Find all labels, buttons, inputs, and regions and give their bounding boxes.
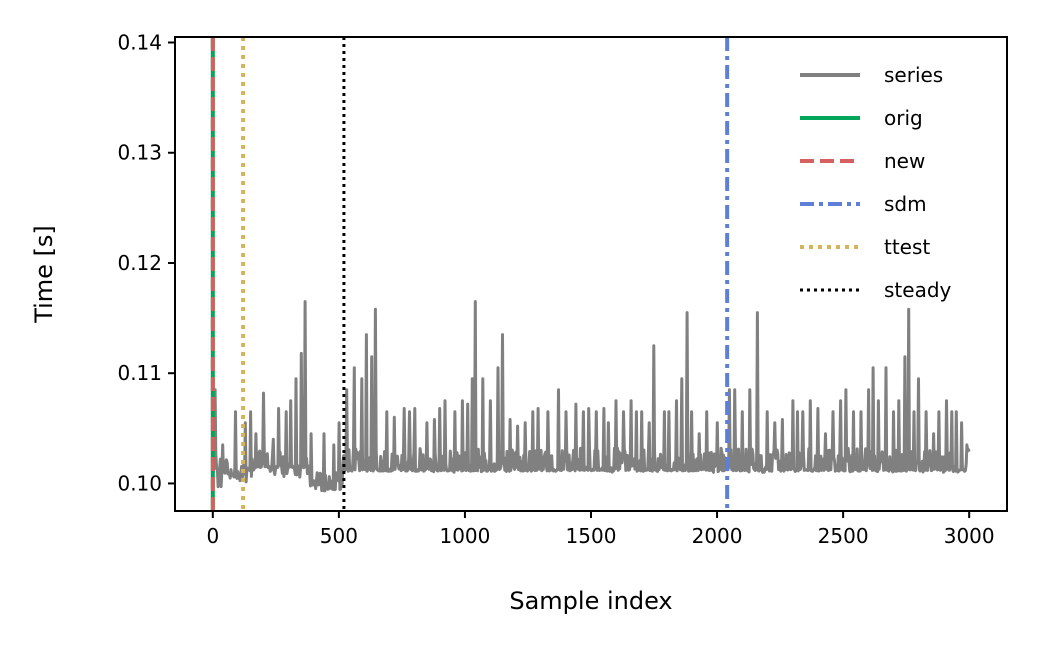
legend: series orig new sdm ttest steady — [800, 63, 952, 302]
legend-label-series: series — [884, 63, 943, 87]
x-tick-label: 2500 — [818, 524, 869, 548]
y-tick-label: 0.10 — [117, 471, 162, 495]
y-tick-label: 0.11 — [117, 361, 162, 385]
y-tick-label: 0.14 — [117, 31, 162, 55]
x-tick-label: 3000 — [944, 524, 995, 548]
series-line — [211, 300, 971, 493]
legend-label-orig: orig — [884, 106, 923, 130]
legend-label-ttest: ttest — [884, 235, 930, 259]
legend-label-new: new — [884, 149, 925, 173]
x-tick-label: 2000 — [692, 524, 743, 548]
x-axis-label: Sample index — [509, 587, 672, 615]
x-axis: 0 500 1000 1500 2000 2500 3000 — [206, 511, 995, 548]
y-tick-label: 0.12 — [117, 251, 162, 275]
y-axis-label: Time [s] — [30, 225, 58, 324]
legend-label-sdm: sdm — [884, 192, 927, 216]
y-axis: 0.10 0.11 0.12 0.13 0.14 — [117, 31, 175, 495]
plot-data — [210, 37, 971, 511]
legend-label-steady: steady — [884, 278, 952, 302]
x-tick-label: 1500 — [566, 524, 617, 548]
y-tick-label: 0.13 — [117, 141, 162, 165]
x-tick-label: 500 — [320, 524, 358, 548]
x-tick-label: 0 — [206, 524, 219, 548]
x-tick-label: 1000 — [439, 524, 490, 548]
